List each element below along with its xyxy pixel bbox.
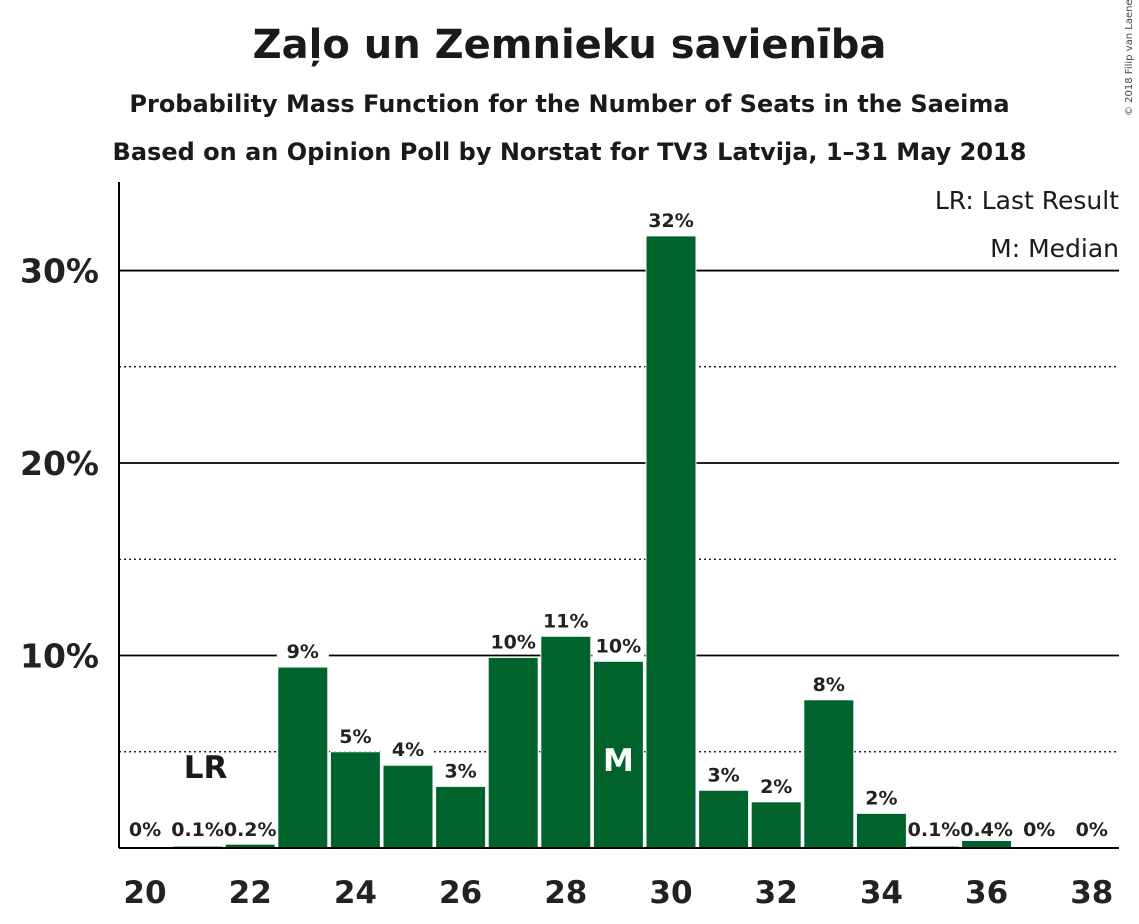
- x-tick-label-24: 24: [334, 875, 377, 911]
- value-label-seat-32: 2%: [760, 776, 792, 798]
- y-tick-label-20: 20%: [20, 444, 99, 483]
- value-label-background: [960, 818, 1013, 841]
- x-tick-label-28: 28: [544, 875, 587, 911]
- value-label-seat-31: 3%: [707, 764, 739, 786]
- value-label-background: [224, 818, 277, 841]
- value-label-seat-20: 0%: [129, 819, 161, 841]
- bar-seat-33: [803, 699, 855, 849]
- bar-seat-36: [961, 839, 1013, 849]
- value-label-seat-23: 9%: [287, 641, 319, 663]
- legend-median: M: Median: [990, 234, 1119, 263]
- bar-seat-26: [435, 785, 487, 849]
- chart-title: Zaļo un Zemnieku savienība: [252, 22, 887, 68]
- value-label-background: [645, 208, 697, 232]
- value-label-background: [382, 738, 434, 762]
- bar-seat-34: [855, 812, 907, 849]
- value-label-background: [802, 672, 855, 696]
- value-label-seat-24: 5%: [339, 726, 371, 748]
- x-tick-label-34: 34: [860, 875, 903, 911]
- value-label-seat-37: 0%: [1023, 819, 1055, 841]
- value-label-seat-33: 8%: [813, 674, 845, 696]
- median-marker: M: [603, 743, 634, 779]
- bars: [172, 235, 1013, 849]
- value-label-seat-22: 0.2%: [224, 819, 277, 841]
- y-tick-label-30: 30%: [20, 252, 99, 291]
- x-tick-label-26: 26: [439, 875, 482, 911]
- x-tick-label-38: 38: [1070, 875, 1113, 911]
- axes: [118, 182, 1119, 849]
- value-label-seat-27: 10%: [490, 631, 535, 653]
- value-label-background: [855, 786, 908, 810]
- bar-seat-23: [277, 666, 329, 849]
- chart-subtitle: Probability Mass Function for the Number…: [129, 90, 1010, 118]
- value-label-background: [171, 818, 224, 841]
- x-tick-label-30: 30: [649, 875, 692, 911]
- value-label-seat-30: 32%: [648, 210, 693, 232]
- bar-seat-30: [645, 235, 697, 849]
- value-label-seat-38: 0%: [1076, 819, 1108, 841]
- bar-seat-24: [329, 751, 381, 849]
- x-tick-label-22: 22: [229, 875, 272, 911]
- legend-last-result: LR: Last Result: [935, 186, 1119, 215]
- bar-seat-32: [750, 801, 802, 849]
- markers: LR M: [184, 743, 634, 786]
- value-label-background: [750, 774, 803, 798]
- bar-seat-27: [487, 656, 539, 849]
- value-label-seat-35: 0.1%: [908, 819, 961, 841]
- x-tick-label-20: 20: [123, 875, 166, 911]
- value-label-background: [539, 609, 592, 633]
- last-result-marker: LR: [184, 750, 228, 786]
- y-tick-label-10: 10%: [20, 637, 99, 676]
- bar-seat-29: [592, 660, 644, 849]
- value-label-seat-36: 0.4%: [960, 819, 1013, 841]
- value-labels: 0% 0.1% 0.2%9%5%4%3%10%11%10%32%3%2%8%2%0.…: [129, 208, 1108, 841]
- bar-seat-28: [540, 635, 592, 849]
- x-tick-label-32: 32: [755, 875, 798, 911]
- value-label-background: [276, 640, 329, 664]
- value-label-seat-28: 11%: [543, 610, 588, 632]
- legend: LR: Last Result M: Median: [935, 186, 1119, 263]
- value-label-seat-34: 2%: [865, 787, 897, 809]
- value-label-background: [329, 724, 382, 748]
- x-tick-label-36: 36: [965, 875, 1008, 911]
- value-label-background: [908, 818, 960, 841]
- x-tick-labels: 20 22 24 26 28 30 32 34 36 38: [123, 875, 1113, 911]
- bar-seat-31: [698, 789, 750, 849]
- value-label-background: [487, 630, 540, 654]
- value-label-seat-25: 4%: [392, 739, 424, 761]
- bar-seat-25: [382, 764, 434, 849]
- value-label-background: [697, 763, 750, 787]
- chart-subtitle-source: Based on an Opinion Poll by Norstat for …: [112, 138, 1027, 166]
- value-label-background: [592, 634, 645, 658]
- value-label-seat-21: 0.1%: [171, 819, 224, 841]
- value-label-seat-26: 3%: [444, 760, 476, 782]
- y-tick-labels: 10% 20% 30%: [20, 252, 99, 676]
- value-label-background: [434, 759, 487, 783]
- value-label-seat-29: 10%: [596, 635, 641, 657]
